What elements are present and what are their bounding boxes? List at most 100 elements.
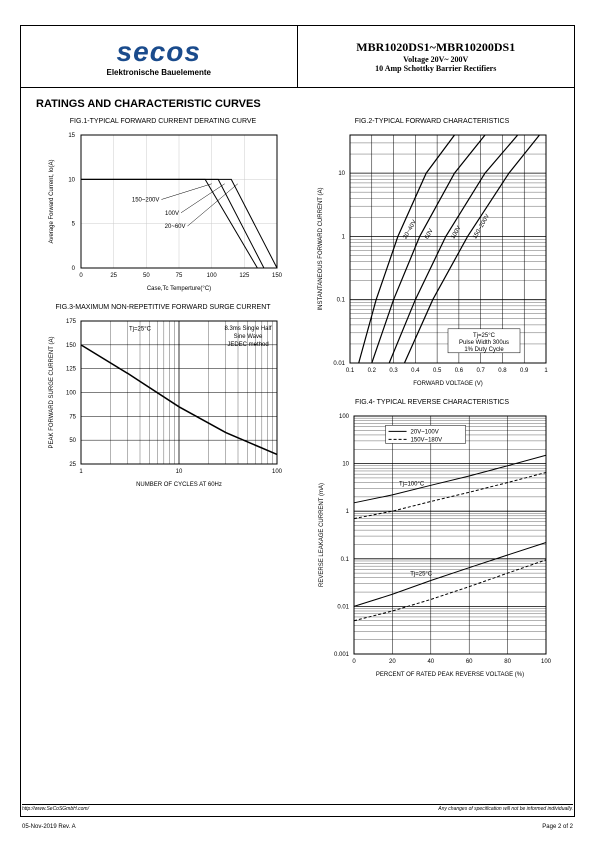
page-border: secos Elektronische Bauelemente MBR1020D… xyxy=(20,25,575,817)
svg-text:Average Forward Current, Io(A): Average Forward Current, Io(A) xyxy=(49,160,55,244)
svg-text:JEDEC method: JEDEC method xyxy=(227,342,268,348)
svg-text:10: 10 xyxy=(68,177,75,183)
svg-text:1: 1 xyxy=(346,509,350,515)
svg-text:25: 25 xyxy=(110,273,117,279)
fig3-chart: 1 10 100 25 50 75 100 125 150 175 Tj=25°C 8.3ms Sin… xyxy=(43,315,283,490)
svg-text:Tj=100°C: Tj=100°C xyxy=(399,481,425,487)
footer-date: 05-Nov-2019 Rev. A xyxy=(22,824,76,830)
svg-text:8.3ms Single Half: 8.3ms Single Half xyxy=(224,326,271,332)
svg-text:PERCENT OF RATED PEAK REVERSE: PERCENT OF RATED PEAK REVERSE VOLTAGE (%… xyxy=(376,672,524,678)
svg-text:0.01: 0.01 xyxy=(337,604,349,610)
svg-text:125: 125 xyxy=(66,367,77,373)
svg-text:80: 80 xyxy=(504,659,511,665)
svg-text:0.9: 0.9 xyxy=(520,368,529,374)
fig4-chart: 0 20 40 60 80 100 0.001 0.01 0.1 1 10 100 20V~100V 15… xyxy=(312,410,552,680)
svg-text:Pulse Width 300us: Pulse Width 300us xyxy=(459,340,509,346)
charts-grid: FIG.1-TYPICAL FORWARD CURRENT DERATING C… xyxy=(36,118,559,680)
svg-text:REVERSE LEAKAGE CURRENT (mA): REVERSE LEAKAGE CURRENT (mA) xyxy=(319,483,325,587)
footer-top: http://www.SeCoSGmbH.com/ Any changes of… xyxy=(22,804,573,812)
svg-text:1: 1 xyxy=(79,469,83,475)
svg-text:0.01: 0.01 xyxy=(333,361,345,367)
svg-text:Tj=25°C: Tj=25°C xyxy=(473,333,496,339)
fig4-title: FIG.4- TYPICAL REVERSE CHARACTERISTICS xyxy=(355,399,509,406)
svg-text:75: 75 xyxy=(176,273,183,279)
svg-text:60V: 60V xyxy=(424,228,435,240)
svg-text:0: 0 xyxy=(352,659,356,665)
product-title: MBR1020DS1~MBR10200DS1 xyxy=(356,40,515,55)
logo-subtitle: Elektronische Bauelemente xyxy=(107,68,211,77)
svg-text:60: 60 xyxy=(466,659,473,665)
footer-bottom: 05-Nov-2019 Rev. A Page 2 of 2 xyxy=(22,824,573,830)
section-title: RATINGS AND CHARACTERISTIC CURVES xyxy=(36,98,559,110)
svg-text:50: 50 xyxy=(69,438,76,444)
svg-text:0: 0 xyxy=(79,273,83,279)
svg-text:Case,Tc Temperture(°C): Case,Tc Temperture(°C) xyxy=(147,286,211,292)
title-cell: MBR1020DS1~MBR10200DS1 Voltage 20V~ 200V… xyxy=(298,26,575,87)
svg-text:15: 15 xyxy=(68,133,75,139)
svg-text:0.001: 0.001 xyxy=(334,652,350,658)
svg-text:25: 25 xyxy=(69,462,76,468)
svg-text:0.2: 0.2 xyxy=(368,368,377,374)
footer-url: http://www.SeCoSGmbH.com/ xyxy=(22,806,89,812)
svg-text:1: 1 xyxy=(544,368,548,374)
svg-text:150V~180V: 150V~180V xyxy=(411,437,443,443)
svg-text:175: 175 xyxy=(66,319,77,325)
header: secos Elektronische Bauelemente MBR1020D… xyxy=(21,26,574,88)
svg-text:5: 5 xyxy=(72,222,76,228)
svg-text:1: 1 xyxy=(342,234,346,240)
svg-text:75: 75 xyxy=(69,414,76,420)
svg-text:150~200V: 150~200V xyxy=(132,198,160,204)
footer-disclaimer: Any changes of specification will not be… xyxy=(438,806,573,812)
svg-text:PEAK FORWARD SURGE CURRENT (A): PEAK FORWARD SURGE CURRENT (A) xyxy=(49,337,55,449)
svg-text:100: 100 xyxy=(66,391,77,397)
svg-text:10: 10 xyxy=(338,171,345,177)
svg-text:0.1: 0.1 xyxy=(341,557,350,563)
svg-text:40: 40 xyxy=(427,659,434,665)
footer-page: Page 2 of 2 xyxy=(542,824,573,830)
svg-text:20~40V: 20~40V xyxy=(402,219,418,240)
fig2-block: FIG.2-TYPICAL FORWARD CHARACTERISTICS 0.… xyxy=(305,118,559,389)
logo-text: secos xyxy=(117,36,201,68)
svg-text:125: 125 xyxy=(239,273,250,279)
svg-text:FORWARD VOLTAGE (V): FORWARD VOLTAGE (V) xyxy=(413,381,482,387)
svg-text:100: 100 xyxy=(207,273,218,279)
fig3-block: FIG.3-MAXIMUM NON-REPETITIVE FORWARD SUR… xyxy=(36,304,290,680)
fig2-title: FIG.2-TYPICAL FORWARD CHARACTERISTICS xyxy=(355,118,510,125)
svg-text:100V: 100V xyxy=(450,225,462,240)
fig2-chart: 0.10.20.30.40.50.60.70.80.910.010.111020… xyxy=(312,129,552,389)
svg-text:100V: 100V xyxy=(165,211,179,217)
svg-text:20V~100V: 20V~100V xyxy=(411,429,439,435)
svg-text:150: 150 xyxy=(66,343,77,349)
fig1-chart: 0255075100125150051015150~200V100V20~60V… xyxy=(43,129,283,294)
svg-text:Tj=25°C: Tj=25°C xyxy=(129,327,152,333)
svg-text:20: 20 xyxy=(389,659,396,665)
svg-text:Tj=25°C: Tj=25°C xyxy=(410,571,433,577)
content-area: RATINGS AND CHARACTERISTIC CURVES FIG.1-… xyxy=(21,88,574,690)
svg-text:Sine Wave: Sine Wave xyxy=(234,334,263,340)
fig3-title: FIG.3-MAXIMUM NON-REPETITIVE FORWARD SUR… xyxy=(55,304,270,311)
svg-text:0.8: 0.8 xyxy=(498,368,507,374)
svg-text:0.1: 0.1 xyxy=(346,368,355,374)
svg-text:0: 0 xyxy=(72,266,76,272)
svg-text:NUMBER OF CYCLES AT 60Hz: NUMBER OF CYCLES AT 60Hz xyxy=(136,482,222,488)
svg-text:100: 100 xyxy=(272,469,283,475)
svg-text:0.7: 0.7 xyxy=(476,368,485,374)
svg-text:0.6: 0.6 xyxy=(455,368,464,374)
svg-text:100: 100 xyxy=(339,414,350,420)
logo-cell: secos Elektronische Bauelemente xyxy=(21,26,298,87)
svg-text:0.1: 0.1 xyxy=(337,298,346,304)
product-desc: 10 Amp Schottky Barrier Rectifiers xyxy=(375,64,496,73)
svg-text:100: 100 xyxy=(541,659,552,665)
svg-text:50: 50 xyxy=(143,273,150,279)
svg-text:INSTANTANEOUS FORWARD CURRENT: INSTANTANEOUS FORWARD CURRENT (A) xyxy=(318,187,324,310)
svg-text:150: 150 xyxy=(272,273,283,279)
voltage-spec: Voltage 20V~ 200V xyxy=(403,55,468,64)
svg-text:0.4: 0.4 xyxy=(411,368,420,374)
svg-text:1% Duty Cycle: 1% Duty Cycle xyxy=(464,347,504,353)
svg-text:0.3: 0.3 xyxy=(389,368,398,374)
fig1-title: FIG.1-TYPICAL FORWARD CURRENT DERATING C… xyxy=(70,118,256,125)
svg-text:0.5: 0.5 xyxy=(433,368,442,374)
fig4-block: FIG.4- TYPICAL REVERSE CHARACTERISTICS 0… xyxy=(305,399,559,680)
svg-text:10: 10 xyxy=(176,469,183,475)
svg-text:10: 10 xyxy=(342,462,349,468)
